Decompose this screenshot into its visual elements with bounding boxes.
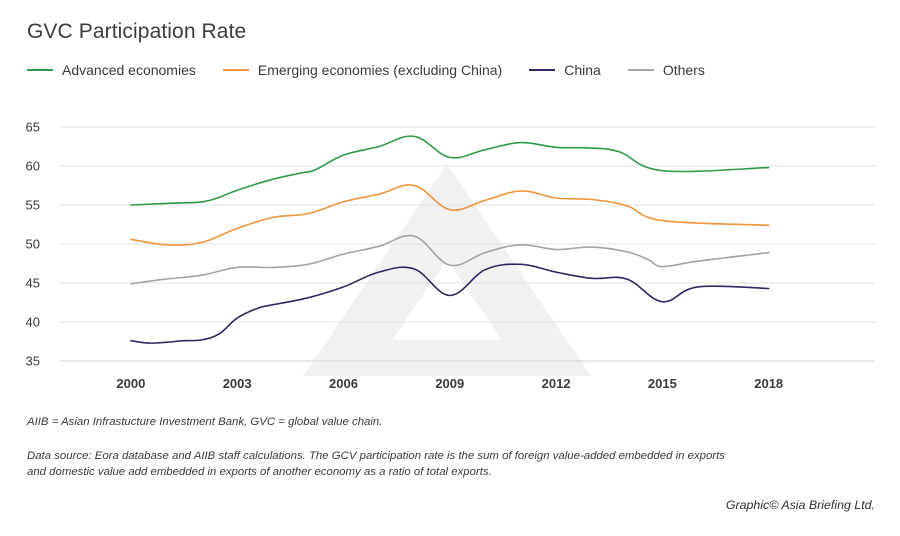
source-note-line1: Data source: Eora database and AIIB staf… [27, 450, 725, 462]
legend-swatch-others [627, 69, 654, 71]
legend-label-china: China [564, 62, 601, 78]
series-line-others [130, 234, 770, 285]
y-axis-ticks: 35 40 45 50 55 60 65 [26, 120, 40, 369]
y-tick-label: 35 [26, 354, 40, 369]
abbreviation-note: AIIB = Asian Infrastucture Investment Ba… [27, 416, 383, 428]
legend-label-advanced: Advanced economies [62, 62, 196, 78]
credit-text: Graphic© Asia Briefing Ltd. [725, 498, 875, 512]
x-tick-label: 2015 [648, 376, 677, 391]
source-note: Data source: Eora database and AIIB staf… [27, 448, 827, 480]
y-tick-label: 45 [26, 276, 40, 291]
y-tick-label: 65 [26, 120, 40, 135]
x-tick-label: 2006 [329, 376, 358, 391]
legend-swatch-china [529, 69, 556, 71]
y-tick-label: 40 [26, 315, 40, 330]
x-axis-ticks: 2000 2003 2006 2009 2012 2015 2018 [116, 376, 783, 391]
source-note-line2: and domestic value add embedded in expor… [27, 466, 492, 478]
y-tick-label: 60 [26, 159, 40, 174]
x-tick-label: 2000 [116, 376, 145, 391]
legend-label-others: Others [662, 62, 705, 78]
legend-item-china: China [529, 62, 601, 78]
legend-item-emerging: Emerging economies (excluding China) [222, 62, 503, 78]
legend-item-others: Others [627, 62, 705, 78]
legend-swatch-emerging [222, 69, 249, 71]
legend-swatch-advanced [27, 69, 53, 71]
x-tick-label: 2003 [223, 376, 252, 391]
chart-legend: Advanced economies Emerging economies (e… [27, 62, 732, 78]
chart-title: GVC Participation Rate [27, 20, 247, 43]
x-tick-label: 2018 [754, 376, 783, 391]
series-line-advanced-economies [130, 135, 770, 206]
y-tick-label: 55 [26, 198, 40, 213]
y-tick-label: 50 [26, 237, 40, 252]
x-tick-label: 2009 [435, 376, 464, 391]
watermark-logo [303, 164, 591, 376]
grid-lines [60, 126, 875, 362]
series-lines [130, 135, 770, 344]
legend-label-emerging: Emerging economies (excluding China) [257, 62, 503, 78]
series-line-emerging-economies [130, 184, 770, 246]
x-tick-label: 2012 [542, 376, 571, 391]
series-line-china [130, 263, 770, 344]
legend-item-advanced: Advanced economies [27, 62, 196, 78]
